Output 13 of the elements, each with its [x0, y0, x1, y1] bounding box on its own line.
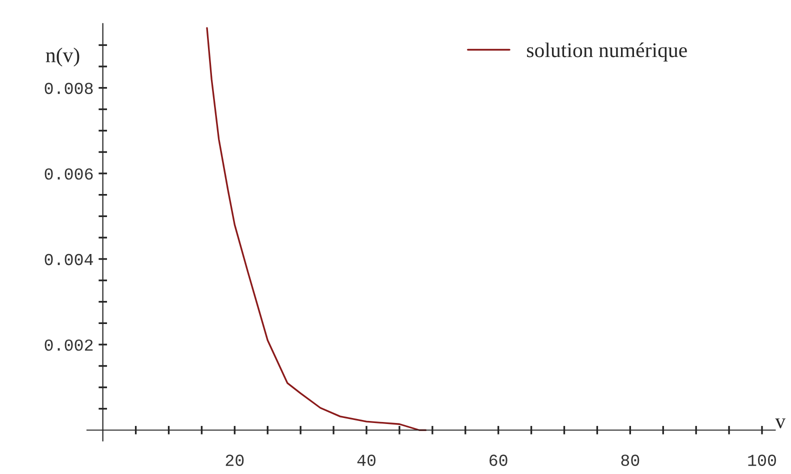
- y-tick-label: 0.002: [44, 339, 93, 351]
- x-axis-title: v: [775, 418, 786, 428]
- x-tick-label: 40: [357, 454, 376, 466]
- y-tick-label: 0.004: [44, 254, 93, 266]
- x-tick-label: 20: [226, 454, 244, 466]
- x-tick-label: 80: [621, 454, 640, 466]
- x-tick-label: 100: [748, 454, 776, 466]
- y-tick-label: 0.008: [44, 82, 93, 94]
- legend-label: solution numérique: [527, 42, 687, 62]
- x-tick-label: 60: [490, 454, 508, 466]
- y-tick-label: 0.006: [44, 168, 93, 180]
- y-axis-title: n(v): [46, 48, 80, 67]
- line-series: [206, 27, 427, 431]
